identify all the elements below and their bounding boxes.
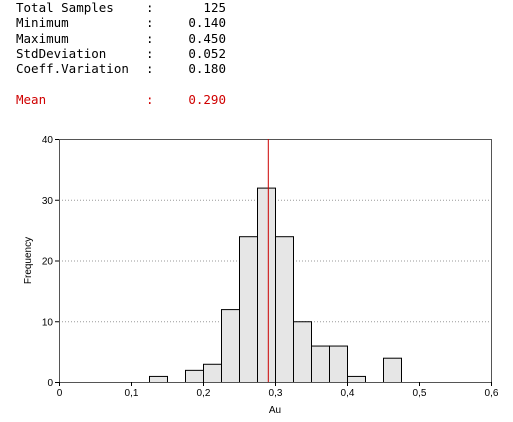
y-tick-label: 40	[42, 135, 54, 146]
histogram-bar	[311, 345, 330, 383]
x-tick-label: 0,2	[197, 388, 211, 399]
x-tick-label: 0,5	[413, 388, 427, 399]
x-axis-label: Au	[269, 405, 281, 416]
summary-statistics: Total Samples:125 Minimum:0.140 Maximum:…	[16, 0, 226, 108]
histogram-bar	[239, 236, 258, 383]
histogram-bar	[149, 375, 168, 383]
histogram-bar	[203, 363, 222, 383]
histogram-bar	[221, 309, 240, 384]
stat-maximum: Maximum:0.450	[16, 30, 226, 46]
y-tick-label: 20	[42, 257, 54, 268]
histogram-bar	[293, 321, 312, 383]
histogram-bar	[185, 369, 204, 384]
stat-mean: Mean:0.290	[16, 92, 226, 108]
histogram-bar	[275, 236, 294, 383]
axis-ticks: 0 0,1 0,2 0,3 0,4 0,5 0,6 0 10 20 30 40	[42, 135, 499, 399]
stat-total-samples: Total Samples:125	[16, 0, 226, 15]
x-tick-label: 0	[57, 388, 63, 399]
x-tick-label: 0,1	[125, 388, 139, 399]
y-tick-label: 10	[42, 317, 54, 328]
x-tick-label: 0,4	[341, 388, 355, 399]
histogram-bar	[257, 187, 276, 383]
stat-stddeviation: StdDeviation:0.052	[16, 45, 226, 61]
histogram-bars	[149, 187, 402, 384]
y-axis-label: Frequency	[23, 237, 34, 284]
stat-minimum: Minimum:0.140	[16, 15, 226, 31]
y-tick-label: 30	[42, 196, 54, 207]
histogram-bar	[383, 357, 402, 384]
stat-coeff-variation: Coeff.Variation:0.180	[16, 61, 226, 77]
histogram-bar	[347, 375, 366, 383]
histogram-bar	[329, 345, 348, 383]
x-tick-label: 0,6	[485, 388, 499, 399]
y-tick-label: 0	[47, 378, 53, 389]
x-tick-label: 0,3	[269, 388, 283, 399]
